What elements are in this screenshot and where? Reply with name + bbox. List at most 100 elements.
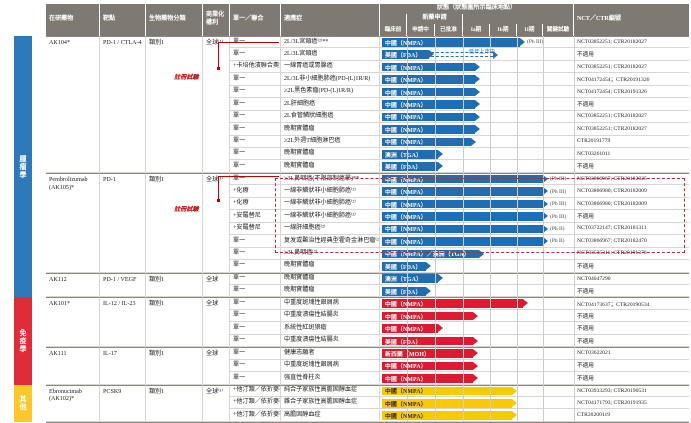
registration-trial-label-1: 註冊試驗 bbox=[174, 74, 199, 81]
phase-label: (Ph III) bbox=[550, 201, 567, 208]
status-bar: 中國（NMPA） bbox=[382, 87, 480, 97]
cell-indication: 高膽固醇血症 bbox=[281, 409, 380, 422]
status-bar: 中國（NMPA） bbox=[382, 374, 478, 383]
cell-combo: 單一 bbox=[230, 148, 281, 161]
status-bar: 中國（NMPA） bbox=[382, 411, 517, 420]
status-bar: 中國（NMPA） bbox=[382, 386, 517, 395]
cell-indication: 中重度潰瘍性結腸炎 bbox=[281, 334, 380, 348]
cell-nct: 不適用 bbox=[574, 285, 689, 298]
status-bar: 新西蘭（MOH） bbox=[382, 349, 478, 358]
status-group-header: 狀態（狀態圖所示臨床地點） bbox=[380, 4, 574, 14]
status-bar: 中國（NMPA） bbox=[382, 100, 480, 109]
cell-combo: +卡培他濱聯合奧沙利鉑 bbox=[230, 60, 281, 74]
cell-nct: NCT04172454; CTR20191326 bbox=[574, 85, 689, 99]
header-cell-target: 靶點 bbox=[100, 4, 146, 36]
header-cell-nct: NCT／CTR編號 bbox=[574, 4, 689, 36]
cell-indication: 一線胃癌或胃腺癌 bbox=[281, 60, 380, 74]
cell-combo: 單一 bbox=[230, 309, 281, 323]
status-bar: 中國（NMPA） bbox=[382, 224, 548, 233]
cell-indication: 晚期實體瘤 bbox=[281, 260, 380, 273]
status-bar: 中國（NMPA） bbox=[382, 137, 476, 146]
cell-indication: 2L/3L宮頸癌⁽²⁾** bbox=[281, 36, 380, 49]
status-bar: 中國（NMPA） bbox=[382, 187, 548, 196]
category-bar-2: 其他 bbox=[14, 384, 32, 422]
cell-indication: 强直性脊柱炎 bbox=[281, 372, 380, 385]
status-subheader-spacer-right bbox=[463, 14, 574, 24]
cell-combo: +化療 bbox=[230, 197, 281, 211]
header-cell-rights: 商業化 權利 bbox=[203, 4, 230, 36]
cell-indication: 一線非鱗狀非小細胞肺癌⁽²⁾ bbox=[281, 197, 380, 211]
status-lane-header-3: Ia期 bbox=[463, 24, 490, 36]
cell-drug: AK111 bbox=[46, 347, 100, 385]
cell-target: IL-17 bbox=[100, 347, 146, 385]
cell-indication: 晚期實體瘤 bbox=[281, 285, 380, 298]
status-bar: 中國（NMPA） bbox=[382, 75, 480, 84]
cell-drug: AK104* bbox=[46, 36, 100, 173]
cell-combo: 單一 bbox=[230, 334, 281, 348]
nct-column-divider bbox=[574, 36, 575, 422]
status-bar: 美國（FDA） bbox=[382, 286, 431, 296]
cell-nct: 不適用 bbox=[574, 372, 689, 385]
status-lane-header-1: 申請中 bbox=[407, 24, 435, 36]
cell-combo: +安羅替尼 bbox=[230, 210, 281, 223]
cell-combo: 單一 bbox=[230, 48, 281, 61]
header-cell-drug: 在研藥物 bbox=[46, 4, 100, 36]
cell-nct: 不適用 bbox=[574, 309, 689, 323]
status-bar: 中國（NMPA） bbox=[382, 324, 443, 333]
cell-drug: AK101* bbox=[46, 297, 100, 348]
cell-category: 類別1 bbox=[146, 347, 203, 385]
cell-indication: ≥3L鼻咽癌⁽²⁾ bbox=[281, 247, 380, 261]
phase-label: (Ph II) bbox=[550, 225, 565, 232]
cell-indication: 中重度斑塊性銀屑病 bbox=[281, 297, 380, 310]
status-subheader-spacer-left bbox=[380, 14, 407, 24]
cell-combo: 單一 bbox=[230, 260, 281, 273]
cell-indication: 系統性紅斑狼瘡 bbox=[281, 322, 380, 335]
phase-label: (Ph III) bbox=[550, 213, 567, 220]
status-bar: 中國（NMPA）／澳洲（TGA） bbox=[382, 249, 484, 258]
status-bar: 中國（NMPA） bbox=[382, 125, 480, 134]
registration-callout-line-h bbox=[218, 42, 279, 44]
status-bar: 澳洲（TGA） bbox=[382, 149, 443, 159]
cell-indication: 純合子家族性高膽固醇血症 bbox=[281, 384, 380, 398]
status-bar: 美國（FDA） bbox=[382, 50, 434, 59]
cell-nct: 不適用 bbox=[574, 160, 689, 173]
status-bar: 中國（NMPA） bbox=[382, 62, 480, 72]
status-lane-header-0: 臨床前 bbox=[380, 24, 407, 36]
cell-indication: 2L/3L宮頸癌 bbox=[281, 48, 380, 61]
cell-combo: 單一 bbox=[230, 110, 281, 124]
cell-category: 類別1 bbox=[146, 272, 203, 298]
status-lane-divider-5 bbox=[517, 36, 518, 422]
cell-nct: 不適用 bbox=[574, 322, 689, 335]
phase-label: (Ph III) bbox=[550, 176, 567, 183]
cell-nct: NCT03852251; CTR20182027 bbox=[574, 123, 689, 136]
status-lane-header-4: Ib期 bbox=[490, 24, 517, 36]
status-bar: 美國（FDA） bbox=[382, 336, 478, 346]
status-lane-header-5: II期 bbox=[517, 24, 543, 36]
cell-combo: +他汀類／依折麥布 bbox=[230, 384, 281, 398]
cell-rights: 全球 bbox=[203, 272, 230, 298]
cell-combo: 單一 bbox=[230, 372, 281, 385]
cell-rights: 全球⁽¹⁾ bbox=[203, 172, 230, 273]
header-cell-category: 生物藥物分類 bbox=[146, 4, 203, 36]
cell-nct: 不適用 bbox=[574, 48, 689, 61]
cell-category: 類別1 bbox=[146, 297, 203, 348]
cell-target: IL-12 / IL-23 bbox=[100, 297, 146, 348]
cell-rights: 全球⁽¹⁾ bbox=[203, 36, 230, 173]
cell-nct: NCT03852251; CTR20182027 bbox=[574, 36, 689, 49]
cell-nct: CTR20200119 bbox=[574, 409, 689, 422]
cell-drug: Ebronucimab (AK102)* bbox=[46, 384, 100, 422]
cell-indication: 一線非鱗狀非小細胞肺癌⁽²⁾ bbox=[281, 185, 380, 198]
cell-nct: NCT03852251; CTR20182027 bbox=[574, 110, 689, 124]
cell-nct: 不適用 bbox=[574, 260, 689, 273]
cell-indication: 2L/3L非小細胞肺癌(PD-(L)1R/R) bbox=[281, 73, 380, 86]
status-bar: 澳洲（TGA） bbox=[382, 274, 443, 283]
cell-target: PD-1 bbox=[100, 172, 146, 273]
registration-callout-dot bbox=[217, 67, 221, 71]
cell-combo: 單一 bbox=[230, 347, 281, 360]
pending-approval-dashed-arrow bbox=[431, 50, 498, 59]
status-lane-divider-4 bbox=[490, 36, 491, 422]
status-lane-header-2: 已批准 bbox=[435, 24, 463, 36]
cell-combo: 單一 bbox=[230, 272, 281, 285]
cell-combo: 單一 bbox=[230, 285, 281, 298]
